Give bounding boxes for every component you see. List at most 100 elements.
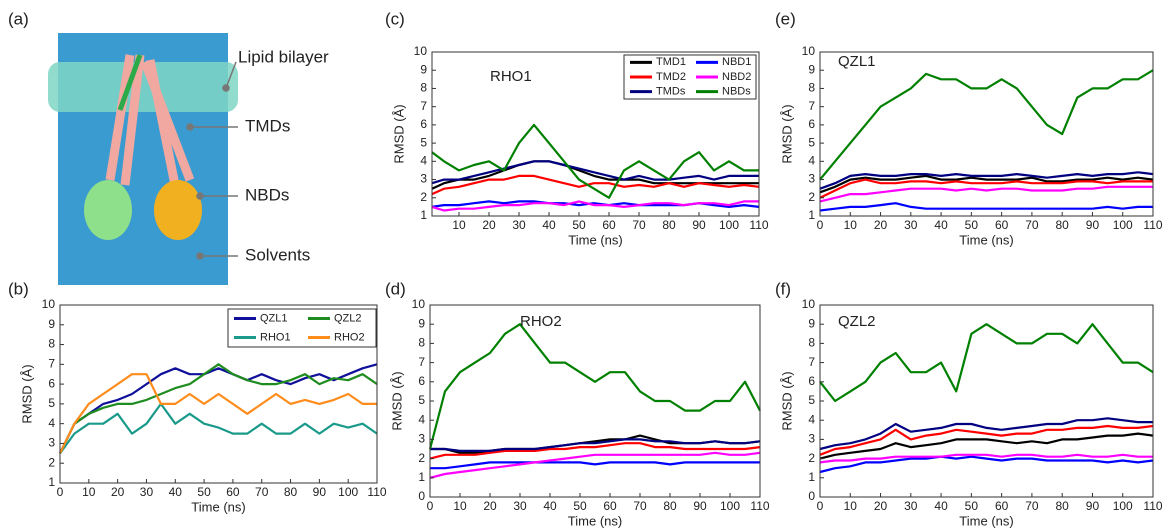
- series-line: [431, 174, 760, 196]
- series-line: [819, 323, 1154, 403]
- y-tick-label: 6: [808, 117, 815, 131]
- legend-label: QZL2: [334, 312, 362, 324]
- series-line: [819, 171, 1154, 190]
- x-tick-label: 30: [140, 485, 154, 499]
- x-tick-label: 50: [572, 218, 586, 232]
- chart-panel: (d) 0 10 20 30 40 50 60 70 80 90 100 110 0 1 2 3 4 5 6 7 8 9 10…: [385, 279, 770, 528]
- label: NBDs: [245, 185, 289, 204]
- plot-frame: [429, 304, 761, 498]
- helices: [105, 54, 195, 186]
- x-tick-label: 110: [367, 485, 386, 499]
- legend-label: TMD2: [656, 71, 686, 83]
- x-tick-label: 90: [1086, 218, 1100, 232]
- bilayer: [48, 62, 238, 112]
- x-tick-label: 110: [1143, 499, 1162, 513]
- x-tick-label: 50: [965, 218, 979, 232]
- y-tick-label: 8: [418, 336, 425, 350]
- x-tick-label: 110: [750, 499, 769, 513]
- series-line: [59, 363, 378, 454]
- y-tick-label: 8: [420, 81, 427, 95]
- x-tick-label: 50: [965, 499, 979, 513]
- y-tick-label: 9: [808, 316, 815, 330]
- series-line: [819, 432, 1154, 460]
- plot: [819, 323, 1154, 474]
- series-line: [819, 417, 1153, 451]
- x-tick-label: 10: [452, 218, 466, 232]
- x-tick-label: 70: [1025, 218, 1039, 232]
- x-tick-label: 80: [284, 485, 298, 499]
- x-tick-label: 70: [632, 218, 646, 232]
- x-tick-label: 70: [255, 485, 269, 499]
- y-tick-label: 9: [808, 62, 815, 76]
- x-tick-label: 20: [111, 485, 125, 499]
- chart-panel: (f) 0 10 20 30 40 50 60 70 80 90 100 110 0 1 2 3 4 5 6 7 8 9 10…: [775, 279, 1163, 528]
- y-tick-label: 1: [808, 208, 815, 222]
- x-axis-title: Time (ns): [959, 513, 1013, 528]
- y-tick-label: 2: [420, 190, 427, 204]
- y-tick-label: 5: [48, 396, 55, 410]
- x-tick-label: 40: [169, 485, 183, 499]
- y-tick-label: 4: [48, 416, 55, 430]
- x-axis-title: Time (ns): [568, 232, 622, 247]
- plot: [59, 363, 378, 454]
- y-tick-label: 4: [808, 154, 815, 168]
- panel-label: (e): [775, 9, 796, 28]
- legend-box: [227, 308, 377, 348]
- y-tick-label: 3: [420, 172, 427, 186]
- y-tick-label: 6: [48, 376, 55, 390]
- series-line: [59, 373, 377, 454]
- series-line: [819, 174, 1154, 194]
- y-tick-label: 9: [420, 62, 427, 76]
- y-axis-title: RMSD (Å): [779, 104, 794, 163]
- series-line: [819, 424, 1154, 456]
- series-line: [429, 451, 761, 479]
- label: Lipid bilayer: [238, 47, 329, 66]
- series-line: [59, 402, 378, 454]
- y-tick-label: 1: [420, 208, 427, 222]
- y-tick-label: 6: [420, 117, 427, 131]
- x-tick-label: 100: [1113, 218, 1133, 232]
- y-tick-label: 5: [420, 135, 427, 149]
- y-tick-label: 1: [418, 470, 425, 484]
- chart-panel: (b) 0 10 20 30 40 50 60 70 80 90 100 110 1 2 3 4 5 6 7 8 9 10 T…: [8, 279, 387, 514]
- y-tick-label: 5: [418, 393, 425, 407]
- x-tick-label: 80: [1056, 499, 1070, 513]
- y-tick-label: 1: [48, 475, 55, 489]
- series-line: [428, 323, 761, 450]
- y-tick-label: 10: [42, 297, 56, 311]
- legend-label: RHO2: [334, 331, 365, 343]
- y-tick-label: 4: [420, 154, 427, 168]
- series-line: [430, 461, 760, 470]
- panel-label: (b): [8, 279, 29, 298]
- series-line: [819, 453, 1153, 464]
- x-tick-label: 100: [338, 485, 358, 499]
- x-tick-label: 60: [226, 485, 240, 499]
- x-tick-label: 40: [543, 499, 557, 513]
- x-tick-label: 90: [692, 218, 706, 232]
- y-tick-label: 10: [802, 44, 816, 58]
- y-axis-title: RMSD (Å): [779, 371, 794, 430]
- legend-label: QZL1: [260, 312, 288, 324]
- panel-label: (a): [8, 9, 29, 28]
- x-tick-label: 80: [662, 218, 676, 232]
- pointers: [186, 61, 238, 260]
- plot: [819, 69, 1154, 212]
- x-tick-label: 40: [934, 218, 948, 232]
- x-tick-label: 30: [513, 499, 527, 513]
- y-tick-label: 7: [808, 355, 815, 369]
- series-line: [429, 442, 761, 460]
- x-tick-label: 0: [427, 499, 434, 513]
- y-tick-label: 6: [418, 374, 425, 388]
- series-line: [431, 200, 759, 212]
- plot-frame: [59, 304, 378, 484]
- y-tick-label: 6: [808, 374, 815, 388]
- x-tick-label: 10: [82, 485, 96, 499]
- x-tick-label: 100: [1113, 499, 1133, 513]
- x-tick-label: 20: [482, 218, 496, 232]
- x-tick-label: 60: [603, 499, 617, 513]
- y-tick-label: 2: [808, 451, 815, 465]
- x-tick-label: 30: [512, 218, 526, 232]
- x-tick-label: 30: [904, 499, 918, 513]
- y-tick-label: 1: [808, 470, 815, 484]
